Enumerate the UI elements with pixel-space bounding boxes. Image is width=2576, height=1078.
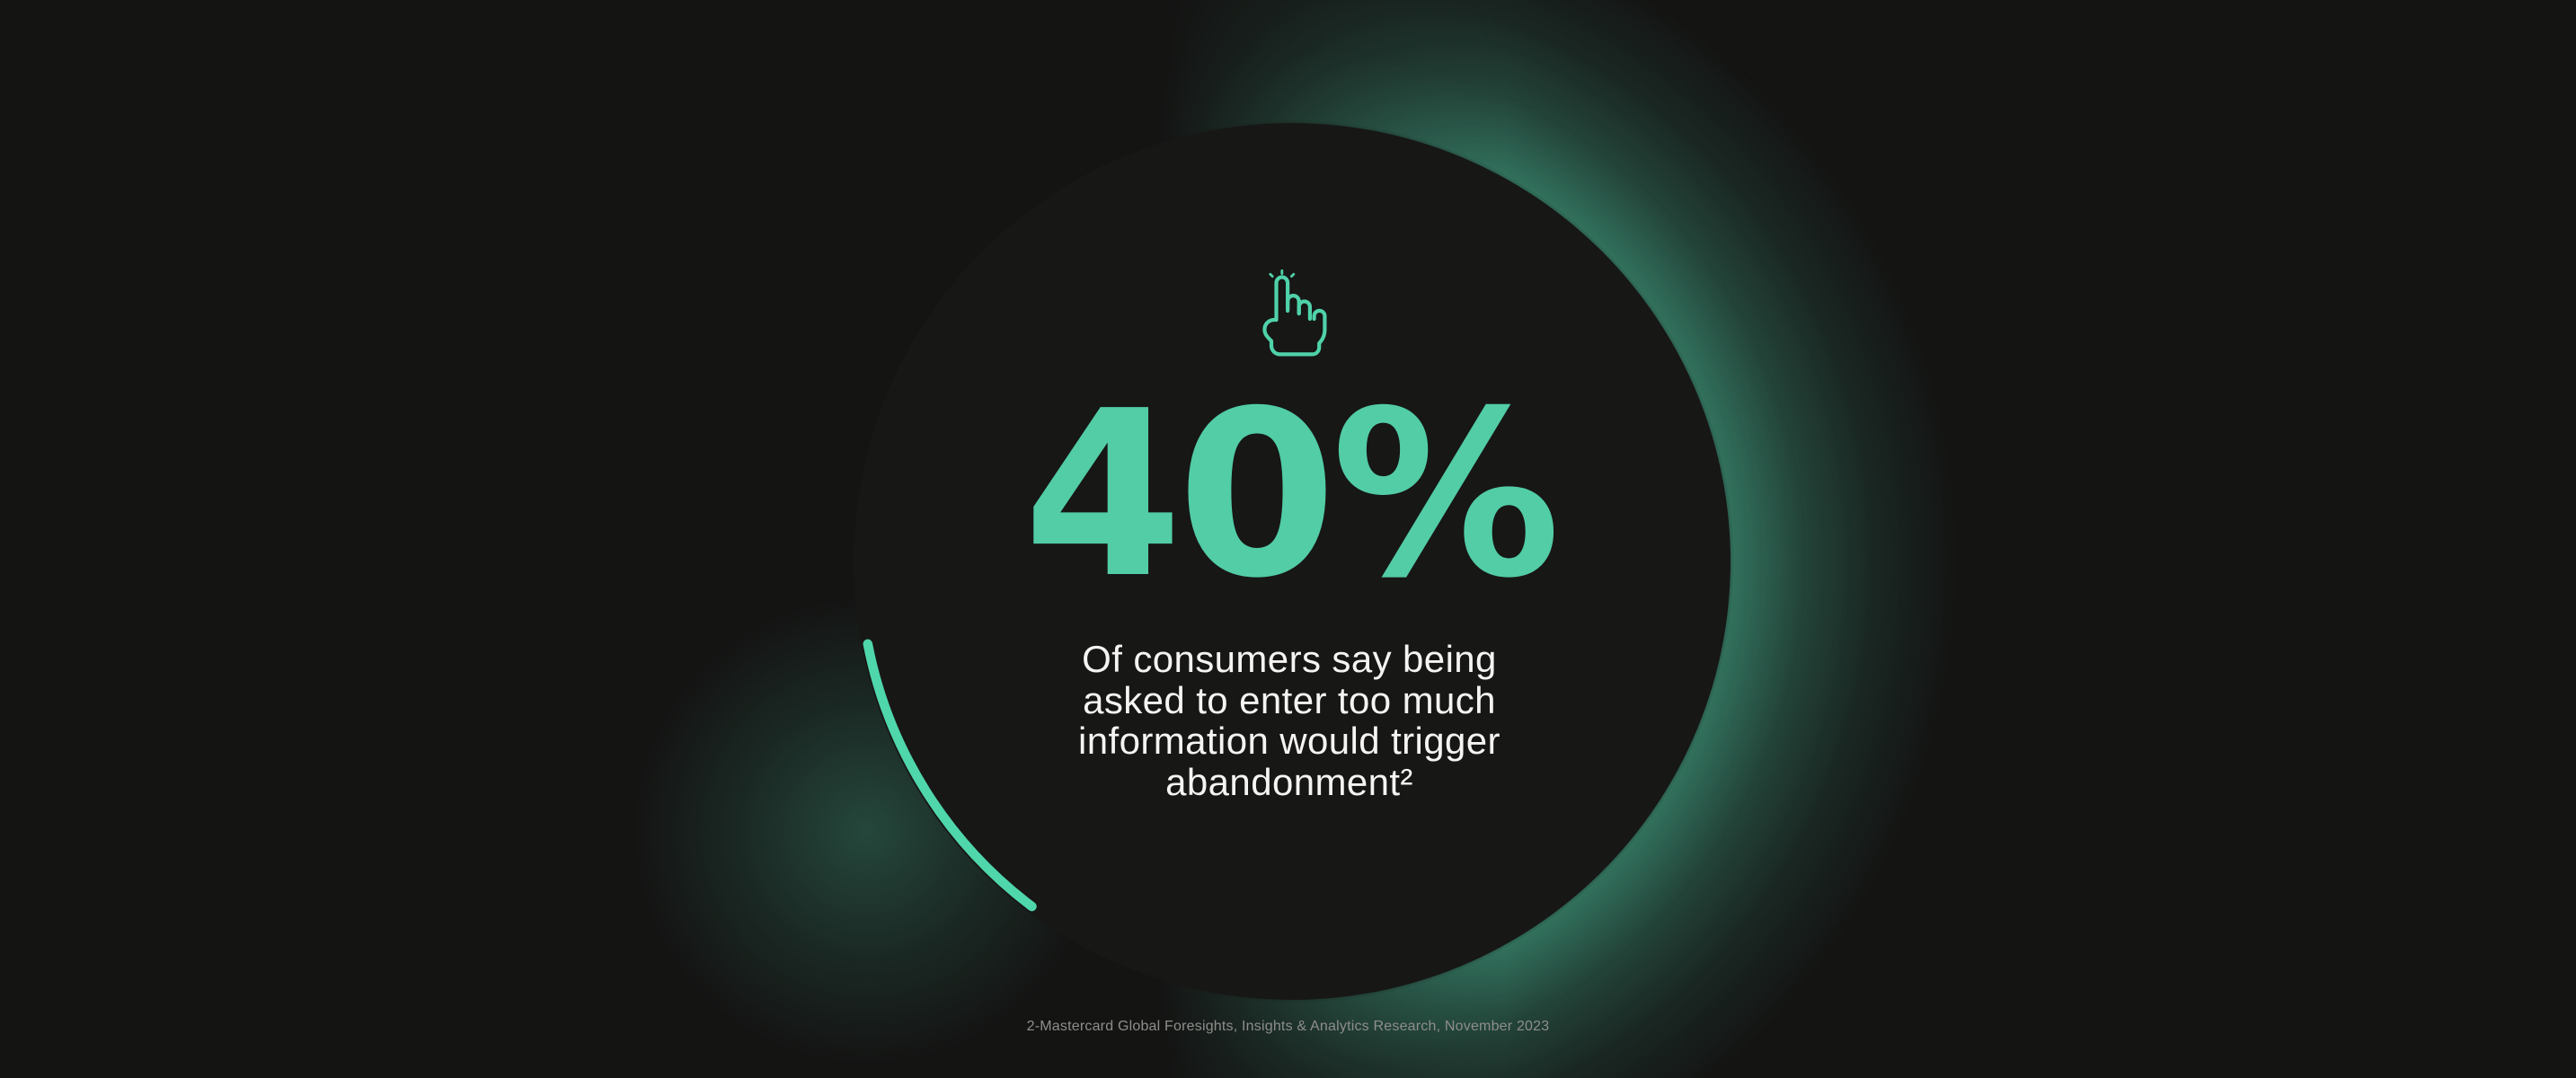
stat-content: 40% Of consumers say being asked to ente… — [840, 270, 1739, 802]
stat-description: Of consumers say being asked to enter to… — [1078, 639, 1500, 802]
stat-description-line: abandonment² — [1165, 760, 1413, 803]
stat-value: 40% — [1022, 362, 1561, 629]
tap-ticks — [1269, 270, 1296, 278]
stat-description-line: Of consumers say being — [1082, 638, 1497, 680]
index-finger — [1274, 275, 1290, 323]
palm-thumb-pinky — [1262, 308, 1327, 357]
middle-finger — [1286, 294, 1301, 316]
stat-description-line: information would trigger — [1078, 720, 1500, 762]
ring-finger — [1297, 299, 1312, 322]
footnote: 2-Mastercard Global Foresights, Insights… — [1026, 1019, 1550, 1034]
tap-hand-icon — [1262, 270, 1327, 357]
stat-description-line: asked to enter too much — [1083, 678, 1496, 721]
